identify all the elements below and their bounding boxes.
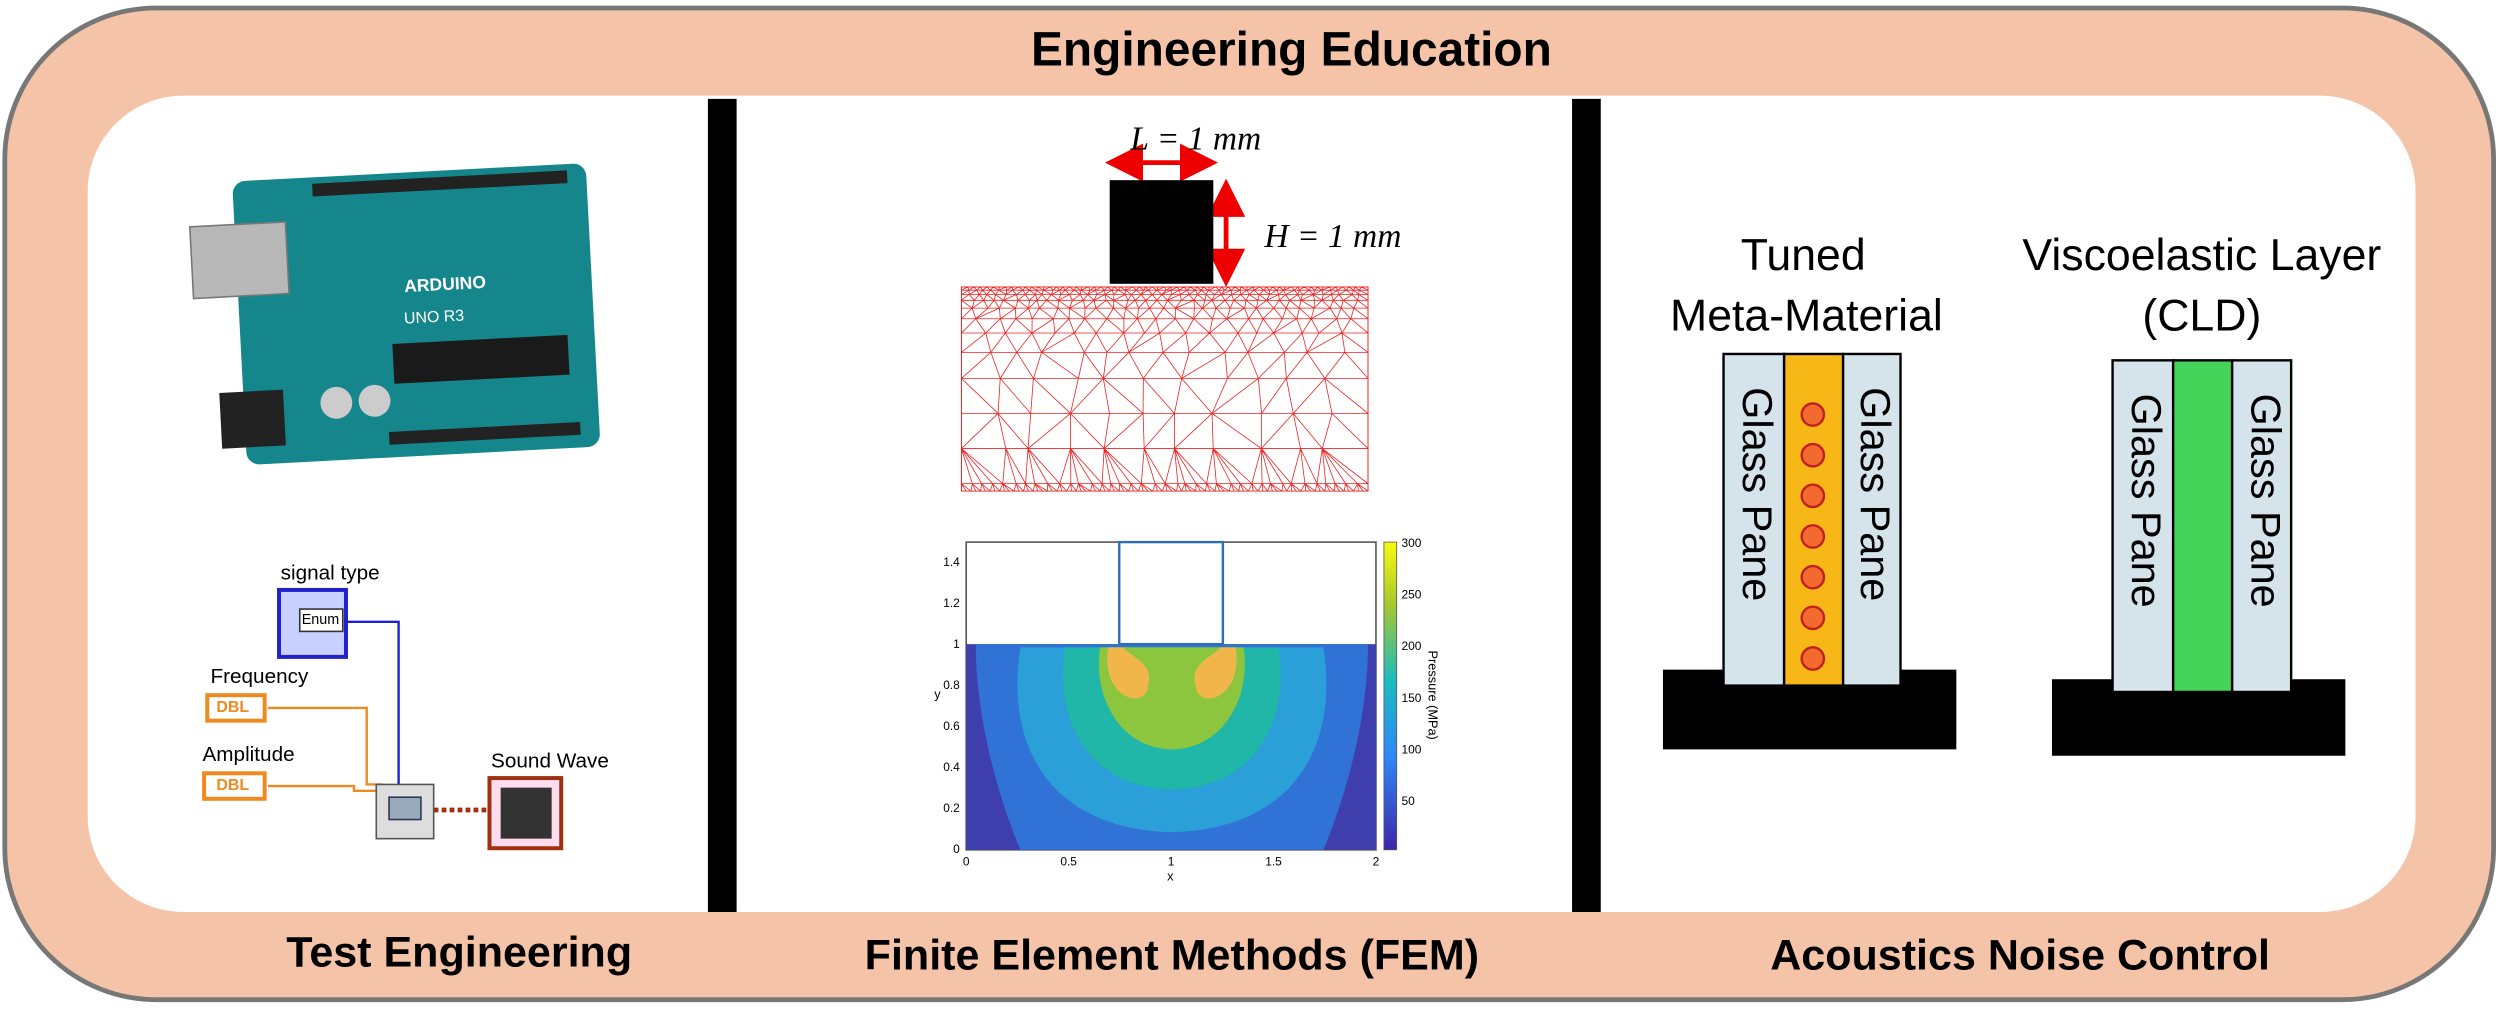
y-tick-label: 0.8 xyxy=(943,678,960,692)
axis-label: x xyxy=(1167,868,1174,883)
design-title: Meta-Material xyxy=(1670,292,1943,341)
x-tick-label: 0.5 xyxy=(1060,855,1077,869)
resonator xyxy=(1800,646,1826,671)
divider xyxy=(707,98,737,913)
dimension-label: H = 1 mm xyxy=(1263,218,1401,255)
y-tick-label: 1.4 xyxy=(943,555,960,569)
mesh xyxy=(960,286,1369,492)
colorbar-label: Pressure (MPa) xyxy=(1425,651,1440,740)
pane-label: Glass Pane xyxy=(1852,387,1899,601)
enum: Enum xyxy=(302,612,339,628)
y-tick-label: 0.2 xyxy=(943,801,960,815)
y-tick-label: 0 xyxy=(953,842,960,856)
y-tick-label: 0.6 xyxy=(943,719,960,733)
panel-label: Acoustics Noise Control xyxy=(1770,932,2270,980)
pane-label: Glass Pane xyxy=(2242,394,2289,608)
y-tick-label: 0.4 xyxy=(943,760,960,774)
brand: ARDUINO xyxy=(404,272,487,296)
panel-label: Finite Element Methods (FEM) xyxy=(865,932,1479,980)
panel-label: Test Engineering xyxy=(286,928,632,976)
node-label: signal type xyxy=(281,561,380,584)
resonator xyxy=(1800,442,1826,468)
x-tick-label: 1.5 xyxy=(1265,855,1282,869)
colorbar-tick-label: 300 xyxy=(1401,536,1421,550)
title: Engineering Education xyxy=(1031,23,1552,76)
colorbar-tick-label: 150 xyxy=(1401,691,1421,705)
mesh-edges xyxy=(961,286,1369,492)
resonator xyxy=(1800,605,1826,631)
model: UNO R3 xyxy=(404,308,465,328)
design-title: Tuned xyxy=(1741,231,1866,280)
y-tick-label: 1.2 xyxy=(943,596,960,610)
resonator xyxy=(1800,524,1826,549)
design-title: (CLD) xyxy=(2142,292,2261,341)
resonator xyxy=(1800,564,1826,590)
arduino-board: ARDUINO UNO R3 xyxy=(188,163,600,465)
cld: Viscoelastic Layer (CLD) Glass Pane Glas… xyxy=(2022,231,2381,756)
node-label: Frequency xyxy=(210,665,309,688)
meta-material: Tuned Meta-Material Glass Pane Glass Pan… xyxy=(1662,231,1957,750)
node-label: Sound Wave xyxy=(491,750,609,773)
dimension-label: L = 1 mm xyxy=(1129,121,1261,158)
colorbar-tick-label: 200 xyxy=(1401,639,1421,653)
node-label: Amplitude xyxy=(202,743,294,766)
pane-label: Glass Pane xyxy=(2123,394,2170,608)
dbl: DBL xyxy=(216,699,249,716)
colorbar-tick-label: 250 xyxy=(1401,588,1421,602)
divider xyxy=(1572,98,1601,913)
pane-label: Glass Pane xyxy=(1734,387,1781,601)
colorbar-tick-label: 100 xyxy=(1401,742,1421,756)
resonator xyxy=(1800,483,1826,509)
y-tick-label: 1 xyxy=(953,637,960,651)
design-title: Viscoelastic Layer xyxy=(2022,231,2381,280)
indenter xyxy=(1109,180,1214,284)
axis-label: y xyxy=(934,687,941,702)
x-tick-label: 2 xyxy=(1373,855,1380,869)
x-tick-label: 1 xyxy=(1168,855,1175,869)
labview-diagram: signal type Enum Frequency DBL Amplitude… xyxy=(202,561,609,851)
dbl: DBL xyxy=(216,777,249,794)
mesh-boundary xyxy=(960,286,1369,492)
x-tick-label: 0 xyxy=(963,855,970,869)
contour-plot: Pressure (MPa) x y 0 0.5 1 1.5 2 0 0.2 0.4 0.6 0.… xyxy=(934,536,1440,883)
colorbar-tick-label: 50 xyxy=(1401,794,1415,808)
resonator xyxy=(1800,402,1826,427)
